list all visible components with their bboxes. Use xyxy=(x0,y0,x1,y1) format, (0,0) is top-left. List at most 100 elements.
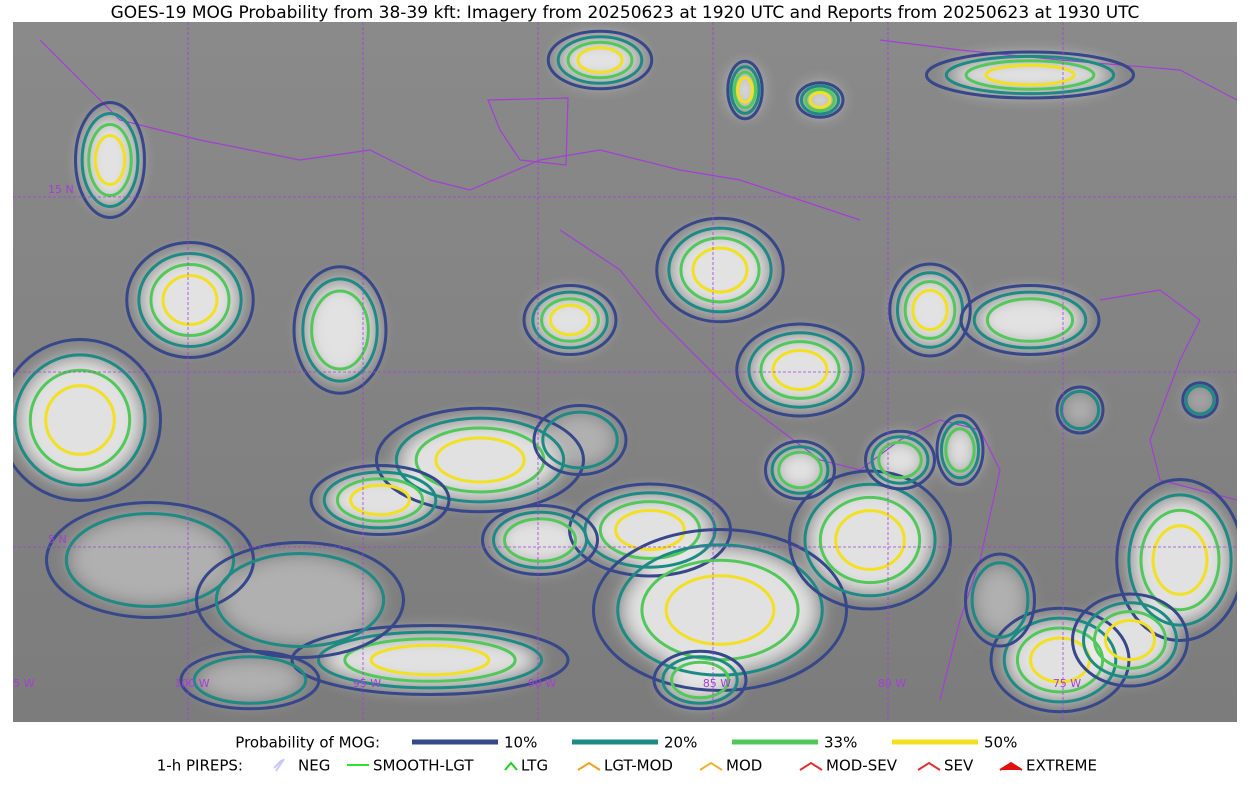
contour xyxy=(192,655,308,705)
contour xyxy=(670,660,730,700)
contour xyxy=(1151,524,1209,596)
contour xyxy=(808,91,832,109)
lat-label: 15 N xyxy=(48,183,74,196)
contour xyxy=(652,649,748,711)
contour xyxy=(335,477,425,523)
legend-label: 10% xyxy=(504,734,537,752)
contour xyxy=(546,29,654,91)
contour xyxy=(985,297,1075,343)
contour xyxy=(964,552,1036,648)
coastline xyxy=(39,39,861,221)
lon-label: 105 W xyxy=(0,677,35,690)
contour xyxy=(984,63,1076,87)
contour xyxy=(661,655,739,705)
contour xyxy=(369,643,491,677)
contour xyxy=(1139,508,1221,612)
legend-label: LGT-MOD xyxy=(604,757,673,775)
coastline xyxy=(1099,289,1237,501)
cloud xyxy=(949,57,1111,93)
legend-label: MOD-SEV xyxy=(826,757,898,775)
contour xyxy=(74,101,146,219)
contour xyxy=(309,464,451,536)
contour xyxy=(349,483,411,517)
contour xyxy=(944,427,976,473)
contour xyxy=(1082,601,1178,679)
contour xyxy=(903,280,957,340)
legend-label: NEG xyxy=(298,757,330,775)
contour xyxy=(292,265,388,395)
borders xyxy=(39,39,1237,701)
cloud xyxy=(1062,392,1098,428)
lon-label: 80 W xyxy=(878,677,906,690)
contour xyxy=(80,112,140,208)
cloud xyxy=(140,255,240,345)
cloud xyxy=(898,274,962,346)
contour xyxy=(788,469,952,611)
lat-label: 5 N xyxy=(48,533,67,546)
contour xyxy=(777,450,823,490)
contour xyxy=(925,50,1135,100)
contour xyxy=(1093,610,1167,670)
cloud xyxy=(773,447,827,493)
contour xyxy=(522,284,618,356)
contour xyxy=(149,263,231,337)
legend-label: 33% xyxy=(824,734,857,752)
legend-symbol xyxy=(504,761,518,771)
contour xyxy=(44,384,116,456)
lon-label: 95 W xyxy=(353,677,381,690)
graticule-labels: 15 N 5 N 105 W 100 W 95 W 90 W 85 W 80 W 75 W xyxy=(0,183,1081,690)
contour xyxy=(964,59,1096,91)
contour xyxy=(322,470,438,530)
cloud xyxy=(17,357,143,483)
cloud xyxy=(304,280,376,380)
legend-symbol xyxy=(273,758,285,772)
lon-label: 75 W xyxy=(1053,677,1081,690)
cloud xyxy=(559,37,641,83)
contour xyxy=(316,630,544,690)
contour xyxy=(877,440,923,480)
contour xyxy=(834,509,906,571)
contour xyxy=(770,445,830,495)
cloud xyxy=(942,423,978,477)
contour xyxy=(492,510,588,570)
contour xyxy=(531,290,609,350)
contour xyxy=(764,439,836,501)
legend-symbol xyxy=(799,761,823,771)
contour xyxy=(13,353,147,487)
pirep-legend: 1-h PIREPS: NEG SMOOTH-LGT LTG LGT-MOD MOD MOD… xyxy=(157,757,1097,775)
cloud xyxy=(495,513,585,567)
cloud xyxy=(1186,386,1214,414)
contour xyxy=(664,574,776,646)
contour xyxy=(614,508,686,552)
contour xyxy=(679,236,761,304)
map: 15 N 5 N 105 W 100 W 95 W 90 W 85 W 80 W 75 W xyxy=(0,22,1237,722)
contour xyxy=(125,241,255,359)
contour xyxy=(87,123,133,197)
contour xyxy=(759,340,841,400)
border xyxy=(487,97,569,166)
cloud xyxy=(196,657,304,703)
contour xyxy=(541,410,619,470)
contour xyxy=(179,649,321,711)
cloud xyxy=(322,633,538,687)
contour xyxy=(481,504,599,576)
contour xyxy=(655,216,785,324)
legend-symbol xyxy=(699,761,723,771)
contour xyxy=(1127,493,1233,627)
contour xyxy=(911,288,949,332)
cloud xyxy=(973,564,1027,636)
cloud xyxy=(399,419,561,501)
contour xyxy=(592,528,848,692)
contour xyxy=(726,59,764,121)
probability-legend: Probability of MOG: 10% 20% 33% 50% xyxy=(235,734,1017,752)
contour xyxy=(64,512,236,608)
contour xyxy=(161,274,219,326)
contour xyxy=(691,246,749,294)
legend-label: 50% xyxy=(984,734,1017,752)
cloud xyxy=(750,334,850,406)
lon-label: 85 W xyxy=(703,677,731,690)
legend-title: Probability of MOG: xyxy=(235,734,380,752)
contour xyxy=(1184,384,1216,416)
contour xyxy=(556,35,644,85)
